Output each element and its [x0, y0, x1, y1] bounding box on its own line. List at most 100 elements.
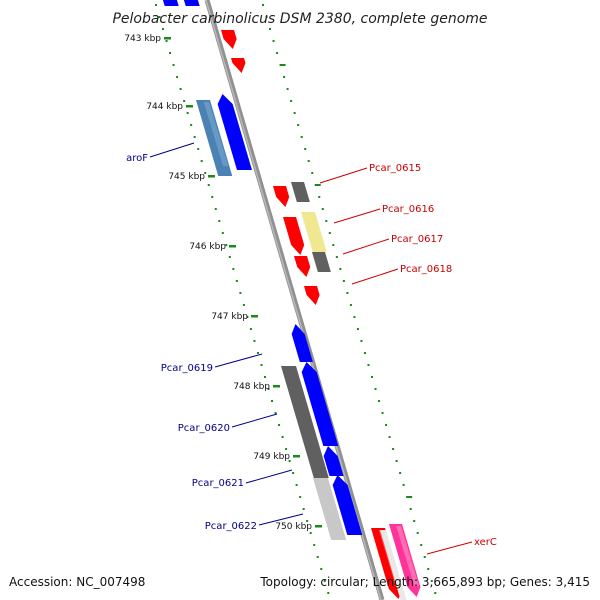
kbp-ticks: 743 kbp 744 kbp 745 kbp 746 kbp 747 kbp 748 k…: [124, 34, 322, 532]
gc-dot: [367, 364, 370, 366]
gene-label-leader: [319, 167, 368, 184]
gc-dot: [265, 16, 268, 18]
kbp-tick-label: 747 kbp: [211, 312, 248, 322]
gene-label[interactable]: aroF: [126, 153, 148, 164]
kbp-tick-mark: [229, 245, 236, 248]
gc-dot: [183, 100, 186, 102]
gene-label[interactable]: Pcar_0616: [382, 204, 434, 215]
gene-label-leader: [149, 142, 195, 158]
cds-pcar-0617-grey[interactable]: [312, 252, 331, 272]
gc-dot: [328, 232, 331, 234]
gc-skew-track-outer: [262, 4, 437, 594]
gc-dot: [228, 256, 231, 258]
gc-dot: [381, 412, 384, 414]
cds-red-743a[interactable]: [221, 30, 237, 49]
kbp-tick-mark: [273, 385, 280, 388]
gc-dot: [269, 28, 272, 30]
gc-dot: [420, 544, 423, 546]
gc-dot: [162, 28, 165, 30]
gc-dot: [235, 280, 238, 282]
cds-xerc-magenta[interactable]: [389, 524, 421, 597]
cds-blue-top-2[interactable]: [181, 0, 200, 6]
gene-label[interactable]: Pcar_0617: [391, 234, 443, 245]
cds-pcar-0620-grey[interactable]: [281, 366, 329, 478]
gc-dot: [402, 484, 405, 486]
gc-dot: [339, 268, 342, 270]
gc-dot: [292, 472, 295, 474]
gene-label-leader: [342, 238, 390, 255]
genome-summary-text: Topology: circular; Length: 3,665,893 bp…: [259, 575, 590, 589]
cds-arof[interactable]: [196, 100, 233, 176]
cds-pcar-0619[interactable]: [291, 324, 313, 362]
gc-dot: [176, 76, 179, 78]
gene-label[interactable]: xerC: [474, 537, 497, 548]
kbp-tick-label: 746 kbp: [189, 242, 226, 252]
gene-label[interactable]: Pcar_0619: [161, 363, 213, 374]
gc-dot: [363, 352, 366, 354]
cds-xerc-gap[interactable]: [380, 530, 407, 600]
gene-label[interactable]: Pcar_0622: [205, 521, 257, 532]
gc-dot: [165, 40, 168, 42]
accession-text: Accession: NC_007498: [9, 575, 145, 589]
cds-pcar-0615-red[interactable]: [273, 186, 290, 207]
gc-dot: [267, 388, 270, 390]
gc-dot: [279, 64, 286, 66]
cds-xerc-red[interactable]: [371, 528, 403, 599]
cds-pcar-0616-yellow[interactable]: [301, 212, 327, 252]
gc-dot: [286, 88, 289, 90]
cds-blue-top[interactable]: [160, 0, 179, 6]
gc-dot: [290, 100, 293, 102]
gc-dot: [288, 460, 291, 462]
cds-pcar-0617-red[interactable]: [294, 256, 311, 277]
genome-title: Pelobacter carbinolicus DSM 2380, comple…: [112, 11, 487, 27]
gc-dot: [353, 316, 356, 318]
cds-pcar-0622-blue[interactable]: [332, 475, 363, 535]
gc-dot: [211, 196, 214, 198]
gc-dot: [278, 424, 281, 426]
genome-backbone: [204, 0, 385, 600]
cds-pcar-0615-grey[interactable]: [291, 182, 310, 202]
gc-dot: [413, 520, 416, 522]
gc-dot: [320, 568, 323, 570]
gc-dot: [262, 4, 264, 6]
gc-dot: [283, 76, 286, 78]
gc-dot: [434, 592, 437, 594]
gc-dot: [416, 532, 419, 534]
gene-label[interactable]: Pcar_0621: [192, 478, 244, 489]
gc-dot: [342, 280, 345, 282]
cds-pcar-0618[interactable]: [304, 286, 320, 305]
cds-pcar-0621[interactable]: [323, 446, 344, 476]
cds-red-743b[interactable]: [231, 58, 246, 73]
gene-label-leader: [258, 513, 304, 526]
gene-label[interactable]: Pcar_0618: [400, 264, 452, 275]
gc-dot: [325, 220, 328, 222]
gc-dot: [378, 400, 381, 402]
gc-dot: [260, 364, 263, 366]
gc-dot: [295, 484, 298, 486]
cds-pcar-0616-red[interactable]: [283, 217, 305, 255]
gc-dot: [155, 4, 157, 6]
gc-dot: [306, 520, 309, 522]
gc-dot: [281, 436, 284, 438]
gc-dot: [311, 172, 314, 174]
gc-dot: [214, 208, 217, 210]
gc-dot: [169, 52, 172, 54]
gc-dot: [300, 136, 303, 138]
cds-blue-744[interactable]: [217, 94, 252, 170]
gc-dot: [313, 544, 316, 546]
cds-pcar-0620-blue[interactable]: [301, 362, 339, 446]
gc-dot: [253, 340, 256, 342]
gc-dot: [349, 304, 352, 306]
gc-dot: [256, 352, 259, 354]
gene-label[interactable]: Pcar_0620: [178, 423, 230, 434]
gene-label[interactable]: Pcar_0615: [369, 163, 421, 174]
gc-dot: [190, 124, 193, 126]
gc-dot: [263, 376, 266, 378]
gc-dot: [314, 184, 321, 186]
gc-dot: [232, 268, 235, 270]
gc-dot: [316, 556, 319, 558]
cds-pcar-0622-grey[interactable]: [313, 478, 347, 540]
gc-dot: [360, 340, 363, 342]
gc-dot: [218, 220, 221, 222]
gc-dot: [409, 508, 412, 510]
